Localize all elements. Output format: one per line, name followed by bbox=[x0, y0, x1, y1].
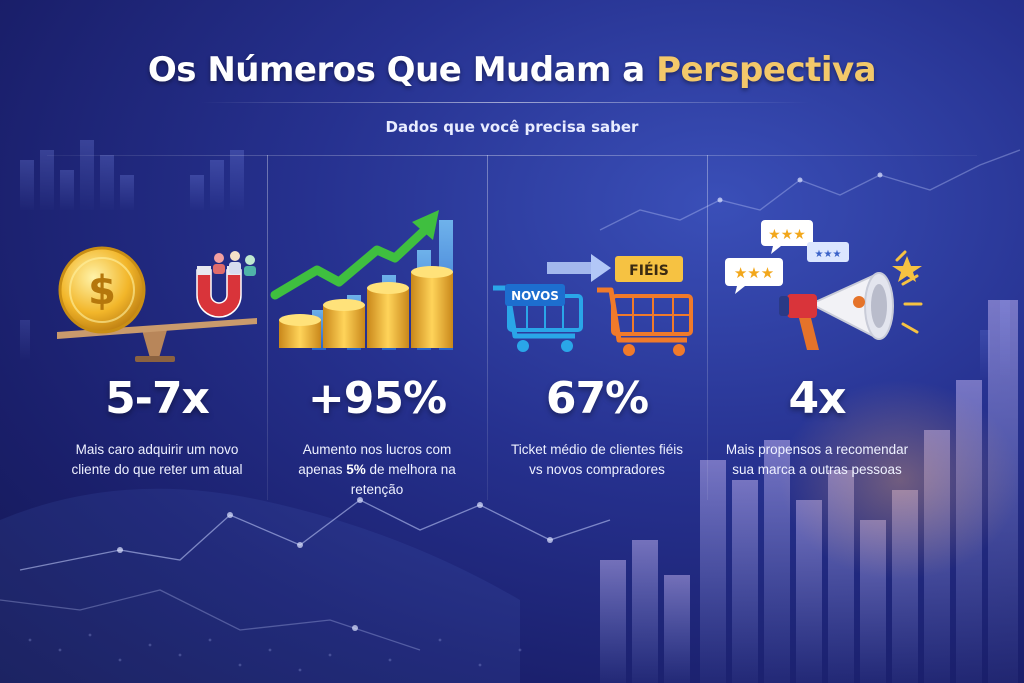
bg-mid-bars bbox=[20, 300, 1010, 380]
review-bubble-2: ★★★ bbox=[725, 258, 783, 294]
coin-stack-3 bbox=[367, 282, 409, 348]
desc-line: cliente do que reter um atual bbox=[71, 462, 243, 477]
review-bubble-1: ★★★ bbox=[761, 220, 813, 254]
desc-line: Ticket médio de clientes fiéis bbox=[510, 442, 684, 457]
title-main: Os Números Que Mudam a bbox=[147, 50, 645, 90]
bg-wave bbox=[0, 488, 520, 683]
bg-dot-grid bbox=[28, 633, 522, 672]
stat-card-recommendation: ★★★ ★★★ ★★★ bbox=[707, 155, 927, 500]
svg-text:★★★: ★★★ bbox=[734, 264, 774, 282]
title-accent: Perspectiva bbox=[656, 50, 877, 90]
desc-line: sua marca a outras pessoas bbox=[732, 462, 902, 477]
page-title: Os Números Que Mudam a Perspectiva bbox=[0, 50, 1024, 90]
sound-lines bbox=[895, 250, 923, 334]
desc-line: Aumento nos lucros com bbox=[302, 442, 452, 457]
desc-line: apenas 5% de melhora na retenção bbox=[298, 462, 456, 497]
stat-description: Mais caro adquirir um novo cliente do qu… bbox=[57, 440, 257, 480]
cart-loyal-label: FIÉIS bbox=[629, 262, 669, 279]
svg-text:★★★: ★★★ bbox=[768, 227, 806, 243]
cart-new-label: NOVOS bbox=[511, 289, 559, 303]
growth-coins-chart-icon bbox=[270, 210, 453, 350]
svg-text:$: $ bbox=[88, 268, 116, 314]
stat-description: Ticket médio de clientes fiéis vs novos … bbox=[497, 440, 697, 480]
stat-card-acquisition-cost: $ 5-7x Mais caro adquirir um novo client… bbox=[47, 155, 267, 500]
panel-divider bbox=[707, 155, 708, 500]
stat-value: 5-7x bbox=[105, 373, 210, 424]
cart-new: NOVOS bbox=[493, 284, 583, 352]
shopping-carts-icon: NOVOS FIÉIS bbox=[493, 254, 693, 356]
coin-balance-magnet-icon: $ bbox=[57, 246, 257, 362]
review-bubble-3: ★★★ bbox=[807, 242, 849, 262]
bg-top-bars bbox=[20, 140, 244, 210]
megaphone-reviews-icon: ★★★ ★★★ ★★★ bbox=[725, 220, 923, 350]
stat-value: +95% bbox=[307, 373, 447, 424]
coin-stack-4 bbox=[411, 266, 453, 348]
stat-description: Mais propensos a recomendar sua marca a … bbox=[717, 440, 917, 480]
bg-right-bars bbox=[600, 300, 1018, 683]
stat-value: 67% bbox=[545, 373, 649, 424]
bg-line-dots bbox=[117, 172, 883, 631]
coin-stack-1 bbox=[279, 314, 321, 348]
desc-line: Mais caro adquirir um novo bbox=[75, 442, 239, 457]
panel-divider bbox=[267, 155, 268, 500]
panel-divider bbox=[487, 155, 488, 500]
title-divider bbox=[200, 102, 810, 103]
stat-card-profit-increase: +95% Aumento nos lucros com apenas 5% de… bbox=[267, 155, 487, 500]
desc-line: Mais propensos a recomendar bbox=[725, 442, 909, 457]
stat-card-average-ticket: NOVOS FIÉIS 67% Ticket médio de clientes… bbox=[487, 155, 707, 500]
coin-stack-2 bbox=[323, 299, 365, 348]
cart-loyal: FIÉIS bbox=[597, 256, 693, 356]
megaphone bbox=[779, 272, 894, 350]
stats-panels: $ 5-7x Mais caro adquirir um novo client… bbox=[47, 155, 977, 500]
svg-text:★★★: ★★★ bbox=[815, 249, 842, 260]
stat-description: Aumento nos lucros com apenas 5% de melh… bbox=[277, 440, 477, 500]
stat-value: 4x bbox=[788, 373, 847, 424]
star-icon bbox=[892, 256, 922, 282]
desc-line: vs novos compradores bbox=[529, 462, 665, 477]
page-subtitle: Dados que você precisa saber bbox=[385, 118, 639, 136]
panels-top-rule bbox=[47, 155, 977, 156]
